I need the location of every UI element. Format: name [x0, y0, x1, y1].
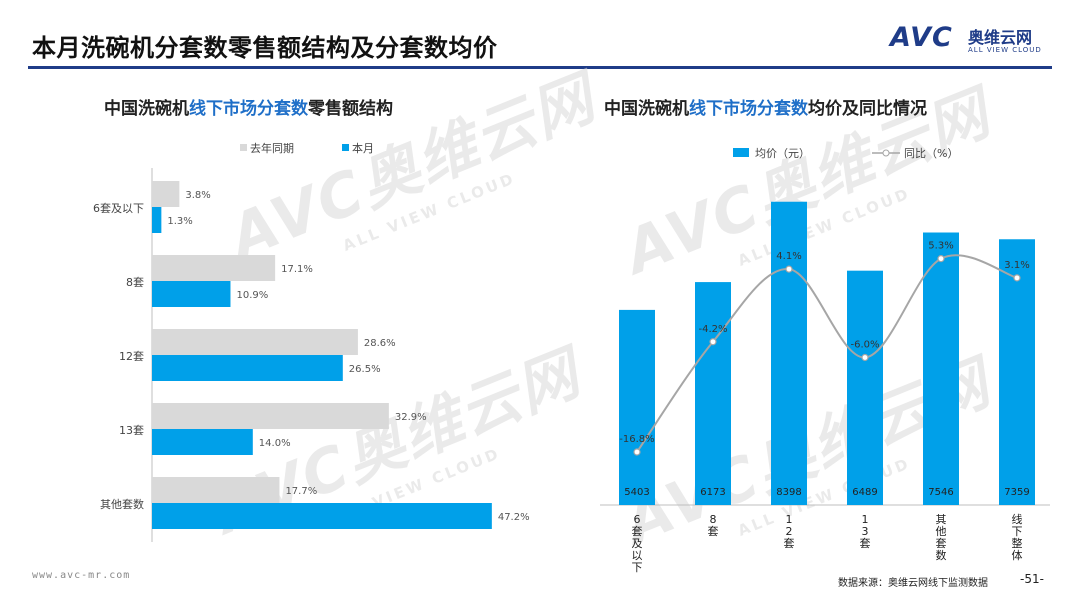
legend-label-bar: 均价（元） [755, 147, 810, 160]
column-value-label: 6489 [852, 487, 877, 498]
yoy-label: -4.2% [698, 324, 727, 335]
data-label: 17.7% [285, 486, 317, 497]
yoy-label: -6.0% [850, 340, 879, 351]
data-label: 10.9% [236, 290, 268, 301]
legend-swatch-2 [342, 144, 349, 151]
data-label: 14.0% [259, 438, 291, 449]
yoy-label: 5.3% [928, 241, 953, 252]
data-label: 1.3% [167, 216, 192, 227]
bar-last-year [152, 477, 280, 503]
logo-en: ALL VIEW CLOUD [968, 46, 1042, 54]
column-bar [923, 232, 959, 505]
right-chart-title: 中国洗碗机线下市场分套数均价及同比情况 [604, 99, 927, 119]
yoy-label: 4.1% [776, 251, 801, 262]
legend-swatch-1 [240, 144, 247, 151]
y-tick-label: 6套及以下 [93, 202, 144, 215]
column-bar [695, 282, 731, 505]
header-rule [28, 66, 1052, 69]
yoy-marker [785, 265, 793, 273]
bar-this-month [152, 355, 343, 381]
legend-label-2: 本月 [352, 141, 374, 155]
footer-source: 数据来源：奥维云网线下监测数据 [838, 578, 988, 589]
data-label: 3.8% [185, 190, 210, 201]
legend-label-1: 去年同期 [250, 141, 294, 155]
x-tick-label: 线下整体 [1012, 512, 1023, 562]
column-bar [619, 309, 655, 505]
bar-this-month [152, 207, 162, 233]
x-tick-label: 其他套数 [936, 513, 947, 562]
data-label: 28.6% [364, 338, 396, 349]
yoy-marker [1013, 274, 1021, 282]
left-bar-chart: 去年同期 本月 6套及以下 3.8% 1.3% 8套 17.1% 10.9% 12套 28.6% 2… [93, 141, 530, 542]
left-chart-title: 中国洗碗机线下市场分套数零售额结构 [104, 99, 393, 119]
y-tick-label: 8套 [126, 276, 144, 289]
column-value-label: 8398 [776, 487, 801, 498]
yoy-marker [633, 448, 641, 456]
column-bar [847, 270, 883, 505]
data-label: 47.2% [498, 512, 530, 523]
y-tick-label: 13套 [119, 424, 144, 437]
logo-mark: AVC [890, 22, 953, 53]
y-tick-label: 12套 [119, 350, 144, 363]
column-bar [771, 201, 807, 505]
yoy-marker [861, 353, 869, 362]
bar-this-month [152, 429, 253, 455]
x-tick-label: 6 套及以下 [632, 513, 643, 574]
yoy-marker [937, 255, 945, 263]
yoy-marker [709, 338, 717, 346]
column-value-label: 7359 [1004, 487, 1029, 498]
legend-swatch-marker [882, 149, 890, 157]
yoy-line [636, 254, 1018, 453]
page-number: -51- [1020, 572, 1044, 586]
column-value-label: 5403 [624, 487, 649, 498]
bar-last-year [152, 403, 389, 429]
column-value-label: 7546 [928, 487, 953, 498]
y-tick-label: 其他套数 [100, 498, 144, 511]
logo-cn: 奥维云网 [968, 28, 1033, 47]
column-value-label: 6173 [700, 487, 725, 498]
data-label: 17.1% [281, 264, 313, 275]
data-label: 26.5% [349, 364, 381, 375]
legend-swatch-bar [733, 148, 749, 157]
column-bar [999, 239, 1035, 505]
bar-this-month [152, 281, 231, 307]
yoy-label: -16.8% [619, 434, 654, 445]
footer-url: www.avc-mr.com [32, 570, 131, 581]
bar-last-year [152, 255, 276, 281]
data-label: 32.9% [395, 412, 427, 423]
bar-this-month [152, 503, 492, 529]
yoy-label: 3.1% [1004, 260, 1029, 271]
page-title: 本月洗碗机分套数零售额结构及分套数均价 [32, 34, 498, 62]
bar-last-year [152, 329, 358, 355]
avc-logo: AVC 奥维云网 ALL VIEW CLOUD [890, 22, 1065, 60]
legend-label-line: 同比（%） [904, 147, 958, 160]
bar-last-year [152, 181, 180, 207]
